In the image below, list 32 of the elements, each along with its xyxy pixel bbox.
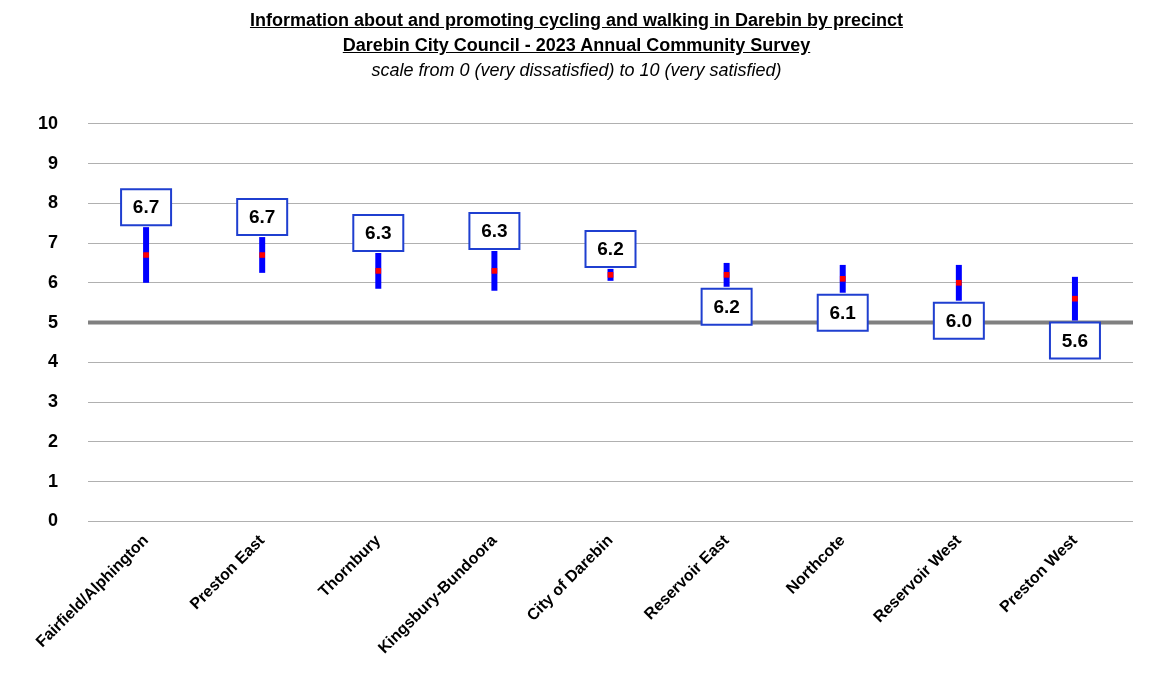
y-tick-label: 0 xyxy=(48,510,59,531)
y-tick-label: 4 xyxy=(48,351,59,372)
point xyxy=(1072,295,1078,302)
data-label: 6.0 xyxy=(945,309,973,331)
point xyxy=(839,275,846,282)
point xyxy=(607,272,614,278)
chart-title: Information about and promoting cycling and walking in Darebin by precinct xyxy=(248,9,905,32)
text: scale from 0 (very dissatisfied) to 10 (very satisfied) xyxy=(370,59,783,82)
y-tick-label: 1 xyxy=(48,470,59,491)
data-label: 6.7 xyxy=(132,196,160,218)
data-label: 6.1 xyxy=(829,301,857,323)
y-tick-label: 2 xyxy=(48,430,59,451)
data-label: 6.7 xyxy=(248,206,276,228)
point xyxy=(259,252,266,258)
y-tick-label: 5 xyxy=(48,311,59,332)
y-tick-label: 6 xyxy=(48,271,59,292)
data-label: 6.3 xyxy=(481,220,508,242)
y-tick-label: 8 xyxy=(48,192,59,213)
point xyxy=(143,252,149,258)
data-label: 6.2 xyxy=(713,296,740,318)
point xyxy=(491,268,498,274)
y-tick-label: 10 xyxy=(37,112,59,133)
point xyxy=(723,272,730,278)
point xyxy=(956,279,962,286)
y-tick-label: 9 xyxy=(48,152,59,173)
y-tick-label: 7 xyxy=(48,232,59,253)
chart-subtitle: Darebin City Council - 2023 Annual Community Survey xyxy=(341,34,812,57)
data-label: 6.3 xyxy=(365,222,392,244)
point xyxy=(375,268,382,274)
y-tick-label: 3 xyxy=(48,391,59,412)
data-label: 6.2 xyxy=(597,238,624,260)
data-label: 5.6 xyxy=(1061,329,1089,351)
